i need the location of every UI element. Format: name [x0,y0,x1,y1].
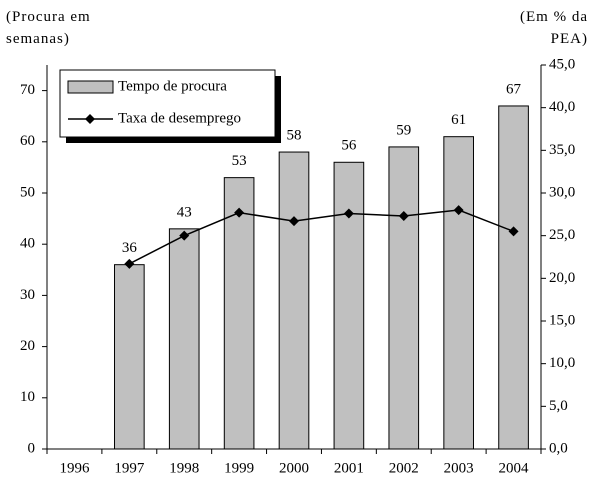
data-label: 67 [506,81,522,97]
x-tick-label: 1999 [224,460,254,476]
marker [398,211,409,222]
y-tick-label: 70 [20,82,35,98]
marker [289,216,299,227]
y-tick-label: 50 [20,184,35,200]
y2-tick-label: 15,0 [549,312,575,328]
y-tick-label: 60 [20,133,35,149]
data-label: 43 [177,204,192,220]
x-tick-label: 2004 [499,460,530,476]
bar [443,136,474,450]
y2-tick-label: 5,0 [549,398,568,414]
data-label: 53 [232,153,247,169]
x-tick-label: 2002 [389,460,419,476]
y2-tick-label: 0,0 [549,440,568,456]
marker [234,207,245,218]
y-tick-label: 0 [28,440,36,456]
legend-swatch [67,80,114,94]
marker [124,258,135,269]
x-tick-label: 2003 [444,460,474,476]
bar [114,264,145,450]
y2-tick-label: 35,0 [549,142,575,158]
legend-label: Taxa de desemprego [118,110,241,126]
y-axis-title: (Procura em semanas) [6,9,91,47]
bar [168,228,200,450]
x-tick-label: 2000 [279,460,309,476]
bar [498,105,529,450]
data-label: 58 [287,127,302,143]
marker [179,230,190,241]
bar [333,161,365,450]
legend-label: Tempo de procura [118,78,227,94]
y-tick-label: 20 [20,338,35,354]
bar [388,146,420,450]
y2-tick-label: 20,0 [549,270,575,286]
y-tick-label: 40 [20,236,35,252]
y-tick-label: 10 [20,389,35,405]
y2-tick-label: 40,0 [549,99,575,115]
y-tick-label: 30 [20,287,35,303]
bar [223,177,255,450]
x-tick-label: 1998 [169,460,199,476]
y2-tick-label: 30,0 [549,184,575,200]
y2-axis-title: (Em % da PEA) [520,9,588,47]
marker [453,205,464,216]
line [128,209,514,265]
bar [278,151,310,450]
y2-tick-label: 10,0 [549,355,575,371]
data-label: 56 [341,138,357,154]
legend-marker [85,114,95,124]
data-label: 36 [122,240,138,256]
x-tick-label: 1996 [59,460,90,476]
data-label: 59 [396,122,411,138]
data-label: 61 [451,112,466,128]
y2-tick-label: 45,0 [549,56,575,72]
marker [343,208,354,219]
x-tick-label: 2001 [334,460,364,476]
marker [508,226,519,237]
x-tick-label: 1997 [114,460,145,476]
y2-tick-label: 25,0 [549,227,575,243]
